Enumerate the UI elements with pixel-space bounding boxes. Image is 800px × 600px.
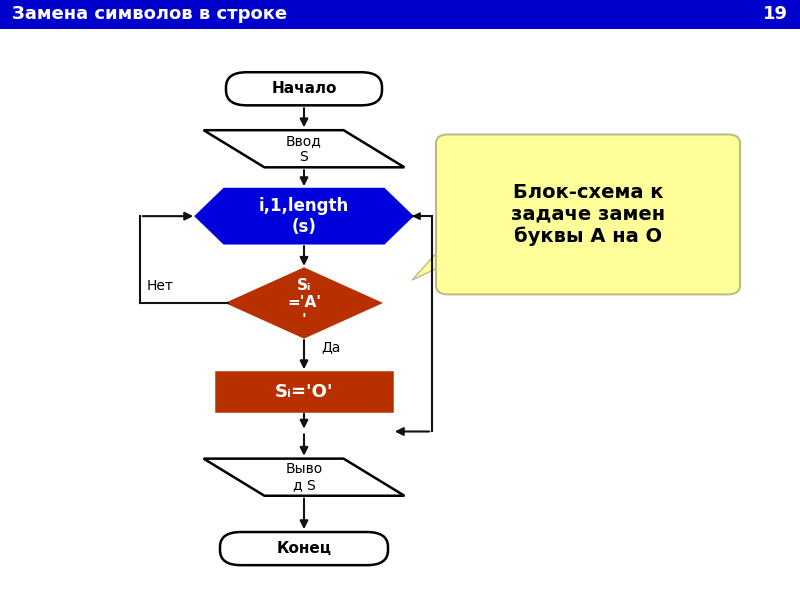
Text: Выво
д S: Выво д S xyxy=(286,462,322,492)
Polygon shape xyxy=(203,458,405,496)
Text: Да: Да xyxy=(322,341,341,355)
Polygon shape xyxy=(196,189,412,243)
Text: Начало: Начало xyxy=(271,81,337,96)
FancyBboxPatch shape xyxy=(0,0,800,29)
Text: i,1,length
(s): i,1,length (s) xyxy=(259,197,349,236)
Text: Блок-схема к
задаче замен
буквы А на О: Блок-схема к задаче замен буквы А на О xyxy=(511,182,665,246)
Text: Замена символов в строке: Замена символов в строке xyxy=(12,5,287,23)
Text: Ввод
S: Ввод S xyxy=(286,134,322,164)
FancyBboxPatch shape xyxy=(226,72,382,106)
Text: Конец: Конец xyxy=(277,541,331,556)
Text: Sᵢ='O': Sᵢ='O' xyxy=(274,383,334,401)
Text: Sᵢ
='A'
': Sᵢ ='A' ' xyxy=(287,278,321,328)
FancyBboxPatch shape xyxy=(220,532,388,565)
FancyBboxPatch shape xyxy=(216,372,392,411)
Polygon shape xyxy=(203,130,405,167)
Polygon shape xyxy=(228,269,380,337)
Text: 19: 19 xyxy=(763,5,788,23)
Text: Нет: Нет xyxy=(146,280,174,293)
FancyBboxPatch shape xyxy=(436,134,740,295)
Polygon shape xyxy=(412,240,448,280)
